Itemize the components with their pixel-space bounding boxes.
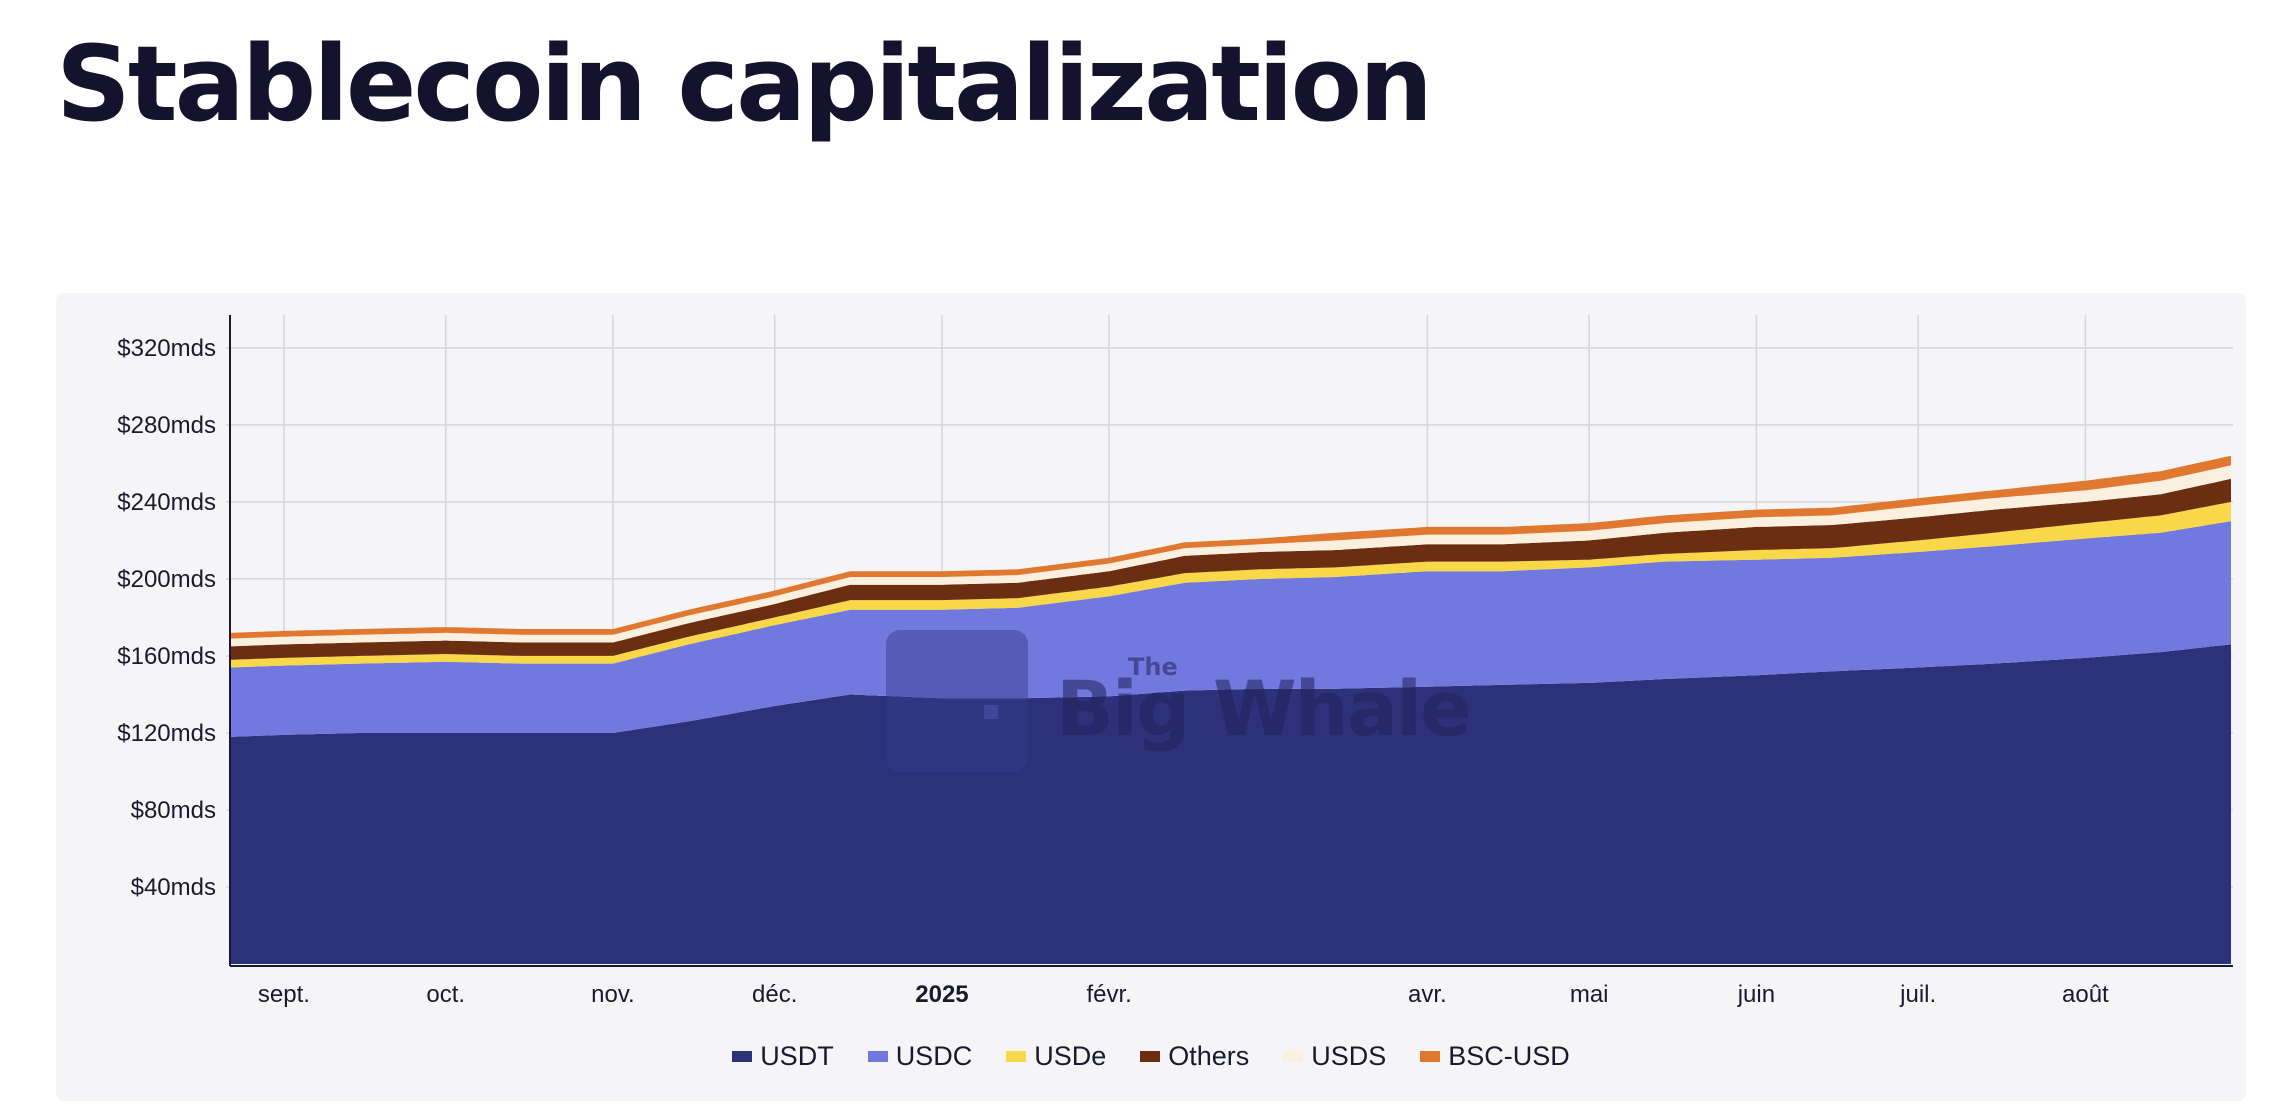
x-tick-label: juin [1737,981,1775,1008]
x-tick-label: sept. [258,981,310,1008]
x-tick-label: avr. [1408,981,1447,1008]
area-series-others [230,478,2231,660]
legend-item-usde[interactable]: USDe [1006,1041,1106,1072]
x-axis-tick-labels: sept. oct. nov. déc. 2025 févr. avr. mai juin jui… [258,981,2109,1008]
legend-swatch [1140,1051,1161,1062]
legend-label: USDT [760,1041,834,1071]
area-series-usdt [230,644,2231,964]
legend-label: USDC [895,1041,973,1071]
stablecoin-area-chart: The Big Whale $40mds $80mds $120mds $160mds… [117,315,2233,1008]
y-tick-label: $200mds [117,566,216,593]
legend-label: USDe [1034,1041,1107,1071]
legend-swatch [1420,1051,1441,1062]
legend-swatch [1006,1051,1027,1062]
axes [229,315,2233,967]
stacked-areas [230,455,2231,964]
watermark-logo-text: Big Whale [1056,664,1470,753]
legend-label: USDS [1311,1041,1387,1071]
legend-item-others[interactable]: Others [1140,1041,1249,1072]
x-tick-label: juil. [1899,981,1936,1008]
y-tick-label: $240mds [117,489,216,516]
chart-legend: USDT USDC USDe Others USDS BSC-USD [56,1041,2246,1072]
x-tick-label: déc. [752,981,797,1008]
area-series-usdc [230,521,2231,737]
x-tick-label: 2025 [915,981,968,1008]
x-tick-label: oct. [426,981,465,1008]
chart-panel: The Big Whale $40mds $80mds $120mds $160mds… [56,293,2246,1101]
legend-item-bsc-usd[interactable]: BSC-USD [1420,1041,1570,1072]
legend-swatch [732,1051,753,1062]
legend-item-usds[interactable]: USDS [1283,1041,1386,1072]
page-title: Stablecoin capitalization [56,23,1433,145]
x-tick-label: août [2062,981,2109,1008]
legend-swatch [1283,1051,1304,1062]
y-tick-label: $120mds [117,720,216,747]
y-tick-label: $280mds [117,412,216,439]
legend-item-usdt[interactable]: USDT [732,1041,834,1072]
x-tick-label: nov. [591,981,635,1008]
y-axis-tick-labels: $40mds $80mds $120mds $160mds $200mds $240mds… [117,335,216,901]
x-tick-label: mai [1570,981,1609,1008]
y-tick-label: $320mds [117,335,216,362]
legend-swatch [867,1051,888,1062]
big-whale-watermark: The Big Whale [886,630,1472,772]
x-tick-label: févr. [1086,981,1131,1008]
watermark-whale-logo-icon [886,630,1028,772]
legend-label: BSC-USD [1448,1041,1570,1071]
legend-label: Others [1168,1041,1250,1071]
y-tick-label: $160mds [117,643,216,670]
y-tick-label: $40mds [131,874,216,901]
y-tick-label: $80mds [131,797,216,824]
watermark-superscript: The [1128,653,1178,681]
legend-item-usdc[interactable]: USDC [867,1041,973,1072]
